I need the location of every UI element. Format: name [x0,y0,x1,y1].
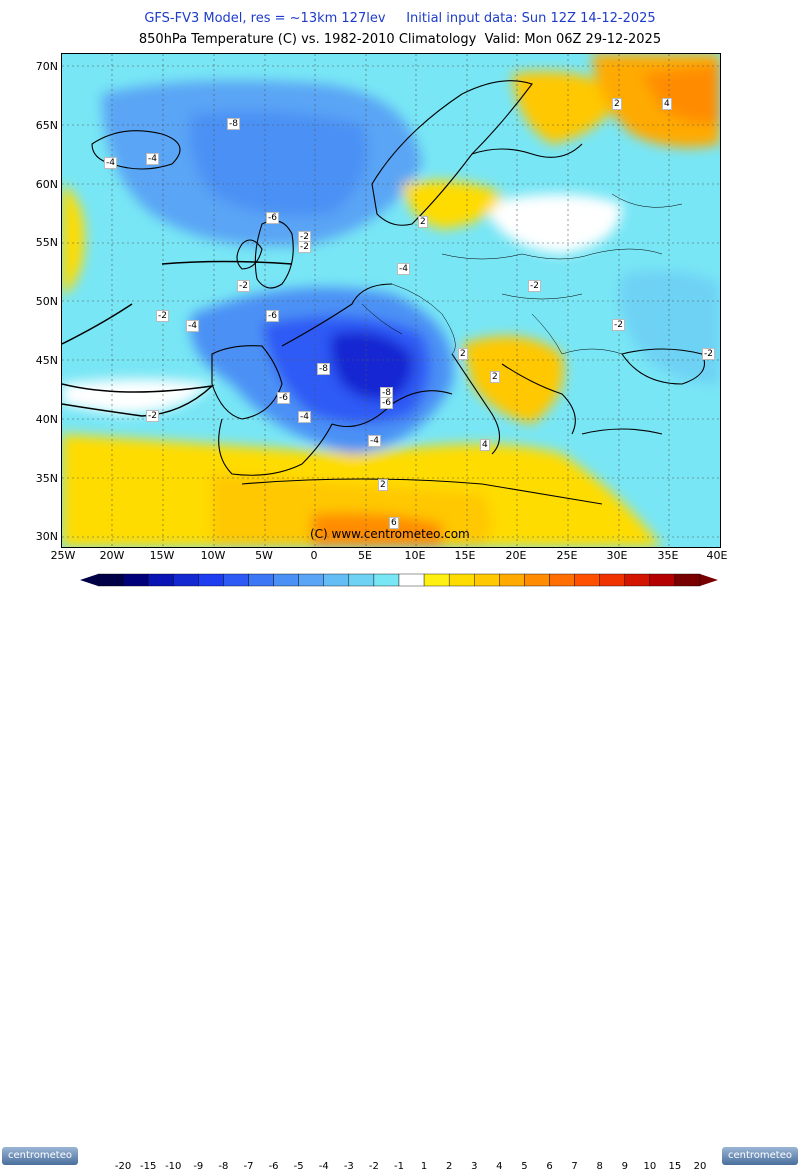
lon-label: 5W [255,549,273,562]
colorbar-swatch [147,573,174,587]
contour-label: 4 [662,98,672,110]
colorbar-swatch [373,573,400,587]
lon-label: 25W [50,549,76,562]
map-title-line2: 850hPa Temperature (C) vs. 1982-2010 Cli… [138,32,662,47]
lon-label: 20W [99,549,125,562]
contour-label: -4 [146,153,159,165]
contour-label: -6 [277,392,290,404]
lon-label: 5E [358,549,372,562]
map-canvas [62,54,720,547]
contour-label: 2 [458,348,468,360]
contour-label: -6 [266,310,279,322]
contour-label: -8 [227,118,240,130]
colorbar-swatch [198,573,224,587]
contour-label: -2 [156,310,169,322]
colorbar-swatch [423,573,450,587]
lat-label: 50N [35,295,58,308]
contour-label: -8 [317,363,330,375]
lon-label: 35E [657,549,679,562]
zero-isotherm [62,260,293,417]
colorbar-swatch [499,573,525,587]
colorbar-swatch [674,573,701,587]
lon-label: 15W [149,549,175,562]
colorbar-swatch [599,573,625,587]
colorbar-swatch [649,573,676,587]
temperature-anomaly-map: -4 -4 -8 -6 -2 -2 -4 -2 -2 -4 -6 -2 -2 -… [61,53,721,548]
contour-label: -4 [186,320,199,332]
lat-label: 65N [35,119,58,132]
lon-label: 15E [454,549,476,562]
lat-label: 40N [35,413,58,426]
lat-label: 30N [35,530,58,543]
contour-label: 6 [389,517,399,529]
copyright-text: (C) www.centrometeo.com [310,527,470,541]
contour-label: -6 [380,397,393,409]
lon-label: 40E [706,549,728,562]
colorbar: centrometeo centrometeo -20 -15 -10 -9 -8 -7-… [0,572,800,1172]
colorbar-swatches [80,573,718,587]
colorbar-swatch [298,573,324,587]
contour-label: -2 [146,410,159,422]
lon-label: 25E [556,549,578,562]
lat-label: 70N [35,60,58,73]
colorbar-left-arrow [80,574,98,586]
colorbar-swatch [474,573,500,587]
colorbar-swatch [323,573,350,587]
graticule [62,54,720,547]
contour-label: -4 [298,411,311,423]
colorbar-swatch [574,573,600,587]
colorbar-swatch [273,573,299,587]
contour-label: -2 [237,280,250,292]
coastlines [91,80,706,505]
contour-label: 4 [480,439,490,451]
contour-label: -2 [612,319,625,331]
colorbar-swatch [122,573,149,587]
contour-label: -2 [702,348,715,360]
colorbar-swatch [223,573,249,587]
contour-label: 2 [490,371,500,383]
centrometeo-logo-left[interactable]: centrometeo [2,1147,78,1165]
colorbar-right-arrow [700,574,718,586]
colorbar-swatch [97,573,124,587]
contour-label: 2 [612,98,622,110]
contour-label: 2 [378,479,388,491]
contour-label: -4 [397,263,410,275]
lat-label: 60N [35,178,58,191]
colorbar-swatch [624,573,651,587]
centrometeo-logo-right[interactable]: centrometeo [722,1147,798,1165]
contour-label: -2 [298,241,311,253]
contour-label: -2 [528,280,541,292]
lat-label: 55N [35,236,58,249]
contour-label: -4 [368,435,381,447]
map-title-line1: GFS-FV3 Model, res = ~13km 127lev Initia… [144,11,656,26]
lon-label: 20E [505,549,527,562]
colorbar-swatch [173,573,199,587]
colorbar-swatch [248,573,274,587]
contour-label: -4 [104,157,117,169]
lat-label: 35N [35,472,58,485]
contour-label: -6 [266,212,279,224]
colorbar-swatch [398,573,425,587]
lon-label: 10W [200,549,226,562]
colorbar-swatch [348,573,375,587]
lon-label: 30E [606,549,628,562]
colorbar-swatch [448,573,475,587]
colorbar-label: 20 [693,1161,707,1172]
lon-label: 0 [310,549,318,562]
lon-label: 10E [404,549,426,562]
colorbar-swatch [524,573,550,587]
contour-label: 2 [418,216,428,228]
lat-label: 45N [35,354,58,367]
country-borders [361,193,683,355]
colorbar-swatch [549,573,575,587]
